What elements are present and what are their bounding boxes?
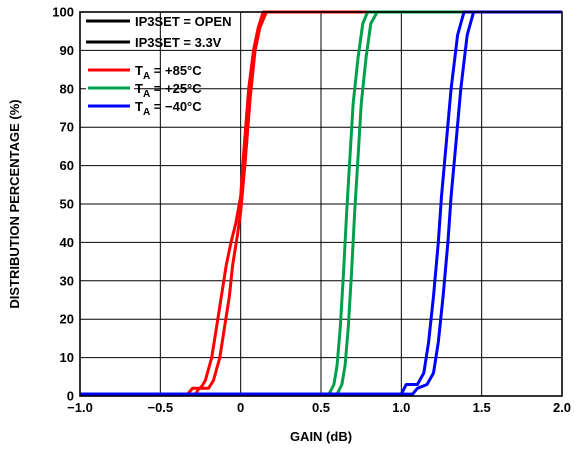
y-tick-label: 100: [52, 5, 74, 20]
y-tick-label: 30: [60, 273, 74, 288]
y-tick-label: 40: [60, 235, 74, 250]
y-tick-label: 60: [60, 158, 74, 173]
legend-label-prefix: T: [135, 99, 143, 114]
x-tick-label: −0.5: [147, 400, 173, 415]
x-tick-label: 2.0: [553, 400, 571, 415]
legend-label-suffix: = −40°C: [150, 99, 202, 114]
series-line: [80, 10, 562, 396]
legend-label-subscript: A: [143, 71, 150, 82]
series-line: [80, 10, 562, 396]
series-line: [80, 10, 562, 396]
legend-label-prefix: T: [135, 81, 143, 96]
series-lines: [80, 10, 562, 396]
x-tick-label: −1.0: [67, 400, 93, 415]
x-tick-label: 0: [237, 400, 244, 415]
x-tick-label: 1.5: [473, 400, 491, 415]
legend-label-subscript: A: [143, 107, 150, 118]
x-tick-label: 1.0: [392, 400, 410, 415]
y-tick-label: 90: [60, 43, 74, 58]
legend-label: IP3SET = OPEN: [135, 14, 231, 29]
legend-label-prefix: T: [135, 63, 143, 78]
y-tick-label: 10: [60, 350, 74, 365]
series-line: [80, 10, 562, 396]
y-tick-label: 0: [67, 389, 74, 404]
legend-label: IP3SET = 3.3V: [135, 35, 222, 50]
y-tick-label: 70: [60, 120, 74, 135]
series-line: [80, 10, 562, 396]
y-tick-label: 20: [60, 312, 74, 327]
plot-frame: [79, 11, 563, 397]
legend-label: TA = +25°C: [135, 81, 202, 100]
y-tick-label: 80: [60, 81, 74, 96]
tick-labels: −1.0 −0.5 0 0.5 1.0 1.5 2.0 0 10 20 30 40 50 60 70 80 90…: [52, 5, 571, 416]
y-axis-label: DISTRIBUTION PERCENTAGE (%): [7, 99, 22, 308]
legend-label: TA = −40°C: [135, 99, 202, 118]
x-tick-label: 0.5: [312, 400, 330, 415]
x-axis-label: GAIN (dB): [290, 429, 352, 444]
y-tick-label: 50: [60, 197, 74, 212]
legend-label-suffix: = +85°C: [150, 63, 202, 78]
legend-label-suffix: = +25°C: [150, 81, 202, 96]
legend-label-subscript: A: [143, 89, 150, 100]
legend-label: TA = +85°C: [135, 63, 202, 82]
grid-lines: [80, 12, 562, 396]
